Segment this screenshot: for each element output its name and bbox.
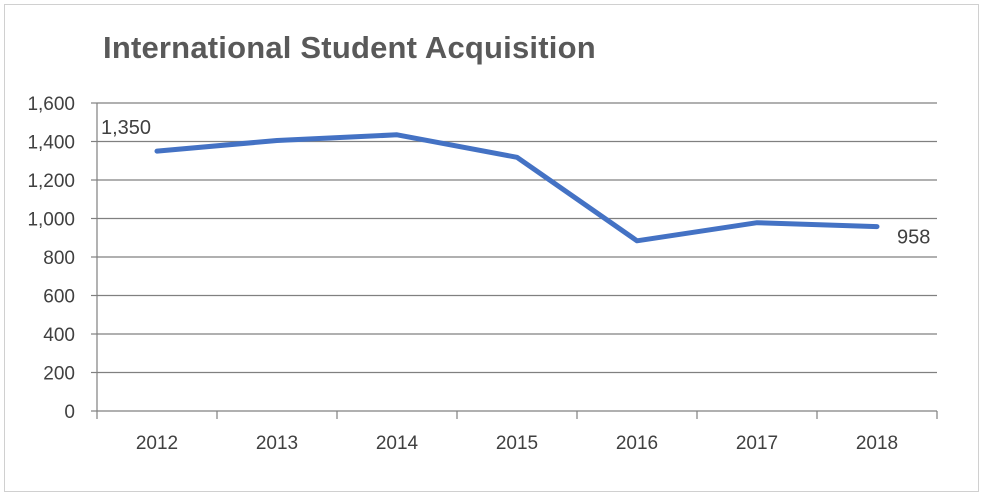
data-point bbox=[517, 157, 518, 158]
data-point bbox=[637, 240, 638, 241]
x-tick-label: 2018 bbox=[856, 433, 898, 454]
gridlines bbox=[91, 102, 937, 412]
y-tick-label: 200 bbox=[43, 364, 75, 385]
data-point bbox=[877, 226, 878, 227]
data-point bbox=[277, 140, 278, 141]
x-tick-label: 2017 bbox=[736, 433, 778, 454]
x-tick-label: 2014 bbox=[376, 433, 419, 454]
x-tick-label: 2013 bbox=[256, 433, 298, 454]
data-point bbox=[157, 151, 158, 152]
data-label: 958 bbox=[897, 227, 930, 249]
x-tick-label: 2012 bbox=[136, 433, 178, 454]
series-layer bbox=[154, 132, 880, 244]
chart-title: International Student Acquisition bbox=[103, 30, 596, 65]
data-point bbox=[757, 222, 758, 223]
y-tick-label: 0 bbox=[64, 402, 75, 423]
y-tick-label: 1,200 bbox=[27, 171, 75, 192]
series-line bbox=[154, 132, 880, 244]
data-label: 1,350 bbox=[101, 117, 151, 139]
data-labels: 1,350 958 bbox=[101, 117, 930, 248]
y-tick-label: 400 bbox=[43, 325, 75, 346]
y-tick-label: 1,400 bbox=[27, 133, 75, 154]
x-tick-label: 2016 bbox=[616, 433, 658, 454]
y-tick-label: 800 bbox=[43, 248, 75, 269]
x-axis-ticks: 2012 2013 2014 2015 2016 2017 2018 bbox=[136, 433, 898, 454]
y-tick-label: 600 bbox=[43, 287, 75, 308]
y-tick-label: 1,600 bbox=[27, 94, 75, 115]
y-tick-label: 1,000 bbox=[27, 210, 75, 231]
y-axis-ticks: 0 200 400 600 800 1,000 1,200 1,400 1,600 bbox=[27, 94, 75, 423]
x-axis bbox=[96, 103, 938, 419]
data-point bbox=[397, 134, 398, 135]
x-tick-label: 2015 bbox=[496, 433, 538, 454]
